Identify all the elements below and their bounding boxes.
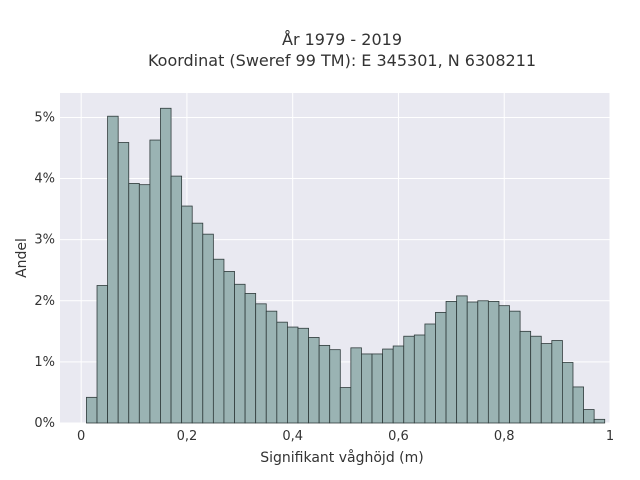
histogram-bar	[572, 386, 584, 424]
histogram-bar	[435, 311, 447, 424]
histogram-bar	[466, 301, 479, 424]
histogram-bar	[403, 335, 415, 424]
histogram-bar	[382, 348, 394, 424]
histogram-bar	[255, 303, 267, 424]
histogram-bar	[350, 347, 362, 424]
y-tick-label: 0%	[34, 416, 55, 431]
histogram-bar	[149, 139, 161, 424]
histogram-bar	[540, 343, 553, 424]
x-tick-label: 0,6	[388, 429, 409, 444]
histogram-bar	[212, 258, 225, 424]
histogram-bar	[170, 175, 183, 424]
y-tick-label: 4%	[34, 172, 55, 187]
histogram-bar	[519, 330, 532, 424]
histogram-bar	[86, 396, 98, 424]
histogram-bar	[160, 107, 172, 424]
histogram-bar	[487, 300, 500, 424]
x-tick-label: 0	[77, 429, 85, 444]
histogram-bar	[392, 345, 405, 424]
chart-title-line-2: Koordinat (Sweref 99 TM): E 345301, N 63…	[148, 51, 536, 70]
histogram-bar	[191, 222, 204, 424]
histogram-bar	[477, 300, 489, 424]
x-axis-title: Signifikant våghöjd (m)	[260, 449, 423, 466]
y-tick-labels: 0% 1% 2% 3% 4% 5%	[34, 110, 55, 431]
histogram-bar	[107, 115, 119, 424]
histogram-bar	[329, 349, 341, 424]
y-tick-label: 1%	[34, 355, 55, 370]
x-tick-label: 0,4	[282, 429, 303, 444]
histogram-bar	[562, 362, 574, 424]
y-axis-title: Andel	[14, 238, 30, 278]
histogram-bar	[287, 326, 299, 424]
histogram-bar	[583, 409, 595, 424]
histogram-bar	[424, 323, 436, 424]
histogram-bar	[297, 327, 309, 424]
chart-title-line-1: År 1979 - 2019	[282, 30, 402, 49]
x-tick-label: 1	[606, 429, 614, 444]
histogram-bar	[509, 310, 521, 424]
histogram-bar	[456, 295, 468, 424]
histogram-bar	[371, 353, 383, 424]
histogram-bar	[202, 233, 214, 424]
x-tick-labels: 0 0,2 0,4 0,6 0,8 1	[77, 429, 614, 444]
histogram-bar	[96, 285, 108, 424]
histogram-bar	[593, 418, 606, 424]
histogram-bar	[276, 321, 288, 424]
histogram-bar	[181, 205, 193, 424]
histogram-bar	[445, 300, 458, 424]
histogram-bar	[551, 340, 563, 424]
histogram-bar	[498, 305, 510, 424]
histogram-bar	[361, 353, 373, 424]
histogram-bar	[117, 142, 130, 424]
histogram-bar	[308, 337, 320, 424]
y-tick-label: 3%	[34, 233, 55, 248]
histogram-bar	[530, 335, 542, 424]
histogram-bar	[234, 283, 246, 424]
histogram-bar	[265, 310, 278, 424]
histogram-bar	[413, 334, 426, 424]
x-tick-label: 0,2	[177, 429, 198, 444]
y-tick-label: 2%	[34, 294, 55, 309]
histogram-bar	[339, 387, 352, 424]
histogram-bar	[318, 344, 331, 424]
histogram-bar	[223, 271, 235, 424]
bars	[86, 107, 606, 424]
y-tick-label: 5%	[34, 110, 55, 125]
histogram-bar	[138, 184, 151, 424]
x-tick-label: 0,8	[494, 429, 515, 444]
histogram-bar	[128, 183, 140, 424]
histogram-bar	[244, 293, 257, 424]
